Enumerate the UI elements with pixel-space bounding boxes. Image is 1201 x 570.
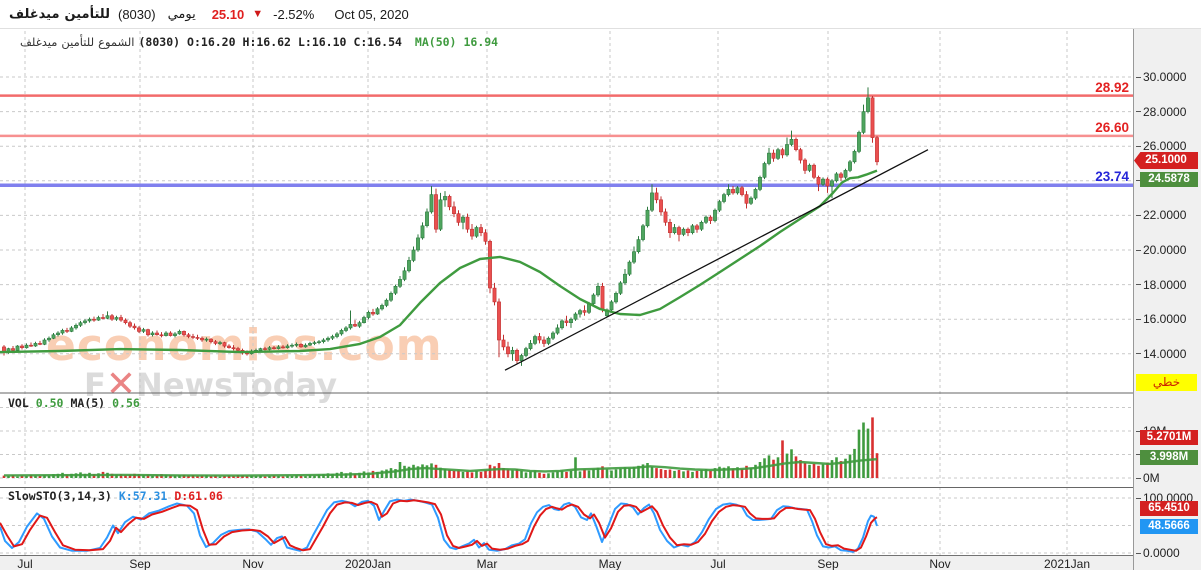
vol-ma-label: MA(5) [70,396,106,410]
open-value: O:16.20 [187,35,236,49]
volume-ma-badge: 3.998M [1140,450,1198,465]
symbol-name: ميدغلف [9,6,60,22]
last-price: 25.10 [211,6,245,22]
price-tick-30.0000: 30.0000 [1136,70,1186,84]
quote-date: Oct 05, 2020 [334,6,409,22]
sto-d-value: D:61.06 [174,489,223,503]
down-triangle-icon: ▼ [252,8,264,20]
price-tick-28.0000: 28.0000 [1136,105,1186,119]
date-label-Sep: Sep [129,557,151,570]
trendline [504,149,929,371]
vol-label: VOL [8,396,29,410]
sto-d-line [0,499,878,552]
date-axis [0,556,1133,570]
close-value: C:16.54 [353,35,402,49]
level-label-26.60[interactable]: 26.60 [1095,119,1129,135]
timeframe-label[interactable]: يومي [167,6,196,22]
symbol-code: (8030) [117,6,156,22]
price-tick-18.0000: 18.0000 [1136,278,1186,292]
candles-layer [2,87,879,366]
ma50-value: 16.94 [463,35,499,49]
price-tick-16.0000: 16.0000 [1136,312,1186,326]
ma-price-badge: 24.5878 [1140,172,1198,187]
level-label-28.92[interactable]: 28.92 [1095,79,1129,95]
volume-ma-line [3,458,878,477]
level-label-23.74[interactable]: 23.74 [1095,169,1129,185]
date-label-2020Jan: 2020Jan [344,557,392,570]
date-label-Sep: Sep [817,557,839,570]
date-label-Mar: Mar [476,557,498,570]
chart-style-word: الشموع [98,35,135,49]
low-value: L:16.10 [297,35,347,49]
vol-value: 0.50 [35,396,64,410]
price-tick-14.0000: 14.0000 [1136,347,1186,361]
price-axis-panel: 30.000028.000026.000024.000022.000020.00… [1133,28,1201,570]
title-bar: ميدغلف للتأمين (8030) يومي 25.10 ▼ -2.52… [0,0,1201,29]
sto-label: SlowSTO(3,14,3) [8,489,112,503]
date-label-Nov: Nov [929,557,951,570]
chart-style-word: ميدغلف [20,35,58,49]
volume-tick-0M: 0M [1136,471,1160,485]
sto-k-value: K:57.31 [118,489,168,503]
symbol-name-2: للتأمين [64,6,110,22]
price-tick-22.0000: 22.0000 [1136,208,1186,222]
sto-tick-0.0000: 0.0000 [1136,546,1180,560]
ma50-line [0,169,878,354]
volume-badge: 5.2701M [1140,430,1198,445]
sto-k-line [0,498,878,553]
price-tick-20.0000: 20.0000 [1136,243,1186,257]
volume-info-row: VOL 0.50 MA(5) 0.56 [8,396,147,410]
date-label-Jul: Jul [710,557,726,570]
date-label-Jul: Jul [17,557,33,570]
chart-canvas[interactable] [0,28,1133,570]
sto-info-row: SlowSTO(3,14,3) K:57.31 D:61.06 [8,489,230,503]
change-percent: -2.52% [273,6,315,22]
chart-style-word: للتأمين [61,35,95,49]
ma50-label: MA(50) [414,35,457,49]
date-label-May: May [598,557,622,570]
ohlc-symbol-code: (8030) [138,35,181,49]
vol-ma-value: 0.56 [112,396,140,410]
high-value: H:16.62 [242,35,291,49]
watermark-news: F✕NewsToday [84,364,338,405]
scale-type-button[interactable]: خطي [1136,374,1197,391]
sto-k-badge: 48.5666 [1140,519,1198,534]
last-price-badge: 25.1000 [1134,152,1198,169]
price-tick-26.0000: 26.0000 [1136,139,1186,153]
sto-d-badge: 65.4510 [1140,501,1198,516]
watermark-brand: economies.com [46,320,443,371]
date-label-Nov: Nov [242,557,264,570]
watermark-x-icon: ✕ [105,364,137,405]
ohlc-info-row: ميدغلف للتأمين الشموع (8030) O:16.20 H:1… [20,35,505,49]
date-label-2021Jan: 2021Jan [1043,557,1091,570]
